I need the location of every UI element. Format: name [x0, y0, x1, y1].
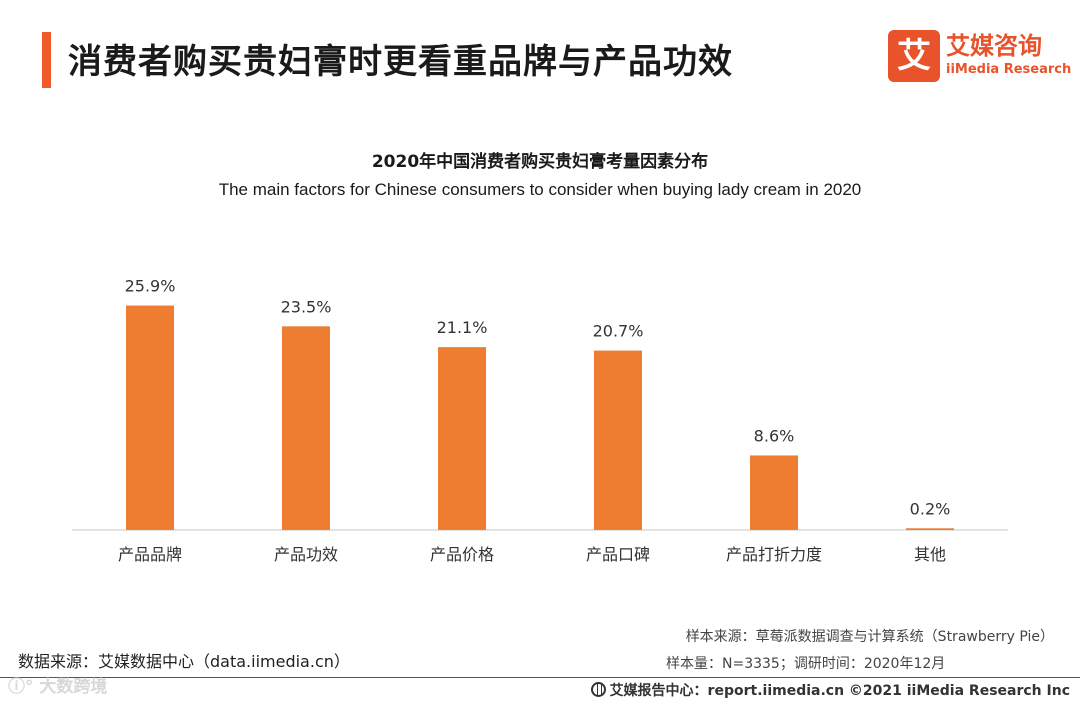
brand-mark-glyph: 艾 — [897, 36, 931, 76]
page-title: 消费者购买贵妇膏时更看重品牌与产品功效 — [68, 42, 733, 82]
x-tick-label: 其他 — [914, 545, 946, 564]
x-tick-label: 产品打折力度 — [726, 545, 822, 564]
brand-name-en: iiMedia Research — [946, 62, 1072, 77]
footer-report-text: 艾媒报告中心：report.iimedia.cn ©2021 iiMedia R… — [609, 683, 1070, 699]
data-label: 23.5% — [281, 297, 332, 316]
title-accent-bar — [42, 32, 51, 88]
x-tick-label: 产品价格 — [430, 545, 494, 564]
footer-report-center: 艾媒报告中心：report.iimedia.cn ©2021 iiMedia R… — [590, 680, 1070, 700]
sample-size: 样本量：N=3335；调研时间：2020年12月 — [666, 656, 946, 672]
data-label: 8.6% — [754, 426, 795, 445]
bar — [282, 326, 330, 530]
brand-name-cn: 艾媒咨询 — [946, 32, 1042, 60]
bar — [126, 305, 174, 530]
bar — [750, 455, 798, 530]
bar — [438, 347, 486, 530]
bar — [906, 528, 954, 530]
globe-icon — [590, 682, 606, 697]
data-label: 25.9% — [125, 277, 176, 296]
sample-source: 样本来源：草莓派数据调查与计算系统（Strawberry Pie） — [685, 629, 1054, 645]
chart-title: 2020年中国消费者购买贵妇膏考量因素分布 — [371, 152, 709, 172]
brand-mark-icon: 艾 — [888, 30, 940, 82]
brand-logo: 艾 艾媒咨询 iiMedia Research — [888, 30, 1072, 82]
x-tick-label: 产品口碑 — [586, 545, 650, 564]
data-label: 0.2% — [910, 499, 951, 518]
data-label: 20.7% — [593, 322, 644, 341]
x-tick-label: 产品功效 — [274, 545, 338, 564]
bar — [594, 350, 642, 530]
data-label: 21.1% — [437, 318, 488, 337]
chart-subtitle: The main factors for Chinese consumers t… — [218, 180, 862, 199]
data-source: 数据来源：艾媒数据中心（data.iimedia.cn） — [18, 652, 350, 671]
footer-divider — [0, 677, 1080, 678]
x-tick-label: 产品品牌 — [118, 545, 182, 564]
watermark: ⓘ° 大数跨境 — [8, 677, 108, 697]
